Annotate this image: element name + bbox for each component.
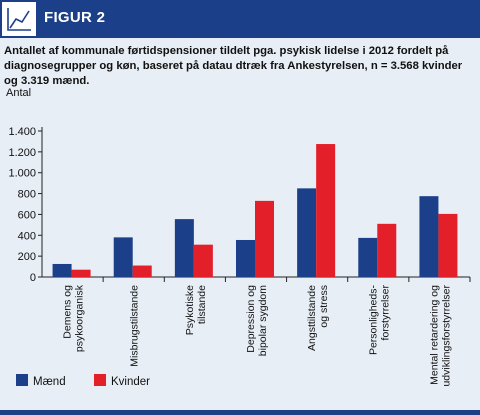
- bar-kvinder: [255, 200, 274, 277]
- x-category-label: Depression og: [245, 285, 257, 353]
- x-category-label: Personligheds-: [367, 285, 379, 356]
- bottom-rule: [0, 410, 480, 415]
- figure-caption: Antallet af kommunale førtidspensioner t…: [4, 45, 463, 87]
- line-chart-icon: [2, 2, 36, 36]
- bar-kvinder: [71, 269, 91, 277]
- y-tick-label: 1.400: [8, 126, 36, 138]
- x-category-label: Angsttilstande: [306, 285, 318, 351]
- bar-maend: [174, 219, 194, 277]
- x-category-label: forstyrrelser: [379, 285, 391, 341]
- x-category-label: og stress: [318, 285, 330, 328]
- figure-header: FIGUR 2: [0, 0, 480, 38]
- bar-maend: [297, 188, 317, 277]
- x-category-label: bipolar sygdom: [257, 285, 269, 356]
- legend-swatch-kvinder: [94, 374, 106, 386]
- bar-maend: [419, 196, 439, 277]
- x-category-label: psykoorganisk: [74, 284, 86, 352]
- bar-maend: [236, 239, 255, 277]
- x-category-label: Demens og: [62, 285, 74, 339]
- x-category-label: Mental retardering og: [428, 285, 440, 385]
- legend-label-maend: Mænd: [33, 376, 66, 388]
- legend-label-kvinder: Kvinder: [111, 376, 150, 388]
- bar-kvinder: [316, 144, 336, 277]
- y-tick-label: 600: [18, 209, 36, 221]
- y-tick-label: 1.200: [8, 147, 36, 159]
- y-tick-label: 1.000: [8, 168, 36, 180]
- bar-kvinder: [193, 244, 213, 277]
- x-category-label: tilstande: [196, 285, 208, 324]
- x-category-label: Misbrugstilstande: [129, 285, 141, 367]
- y-tick-label: 200: [18, 251, 36, 263]
- y-tick-label: 0: [30, 272, 36, 284]
- bar-maend: [113, 237, 133, 277]
- x-category-label: udviklingsforstyrrelser: [440, 284, 452, 386]
- bar-kvinder: [377, 223, 397, 277]
- bar-kvinder: [438, 213, 458, 277]
- figure-title: FIGUR 2: [44, 9, 106, 26]
- y-axis-label: Antal: [6, 87, 31, 99]
- y-tick-label: 800: [18, 189, 36, 201]
- bar-maend: [52, 263, 72, 277]
- y-tick-label: 400: [18, 230, 36, 242]
- bar-maend: [358, 237, 378, 277]
- legend-swatch-maend: [16, 374, 28, 386]
- x-category-label: Psykotiske: [184, 285, 196, 335]
- bar-kvinder: [132, 265, 152, 277]
